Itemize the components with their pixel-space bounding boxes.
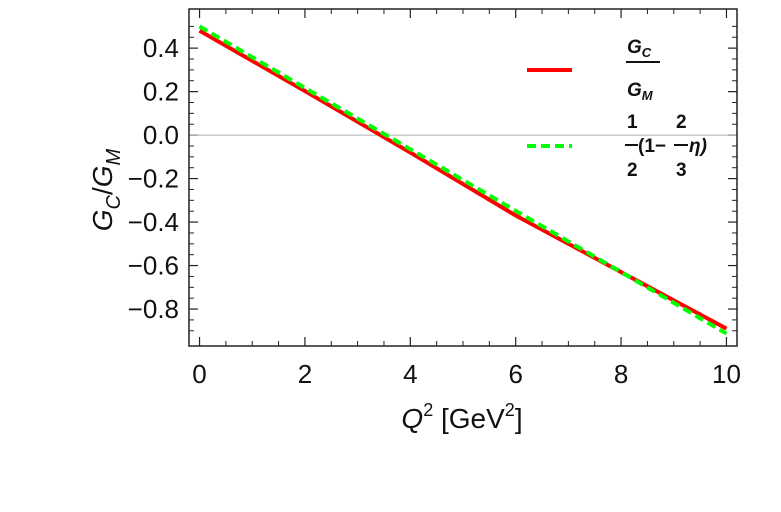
x-tick-label: 10	[712, 359, 741, 389]
legend-label-approx-frac2-den: 3	[676, 160, 687, 181]
legend-label-ratio-denominator: GM	[627, 80, 654, 103]
y-tick-label: −0.6	[128, 251, 179, 281]
ticks-layer: 0 2 4 6 8 10 0.4 0.2 0.0 −0.2 −0.4 −0.6 −0.8	[128, 9, 741, 389]
series-line-approx	[198, 24, 728, 336]
series-layer	[198, 24, 728, 336]
y-axis-label: GC/GM	[87, 148, 125, 231]
x-tick-label: 4	[403, 359, 417, 389]
y-tick-label: 0.4	[143, 33, 179, 63]
legend-label-approx-frac2-num: 2	[676, 112, 687, 133]
y-tick-label: 0.2	[143, 77, 179, 107]
y-tick-label: −0.2	[128, 164, 179, 194]
x-tick-label: 2	[298, 359, 312, 389]
y-tick-label: −0.4	[128, 207, 179, 237]
legend-label-approx-frac1-den: 2	[627, 160, 638, 181]
series-line-gc-gm	[198, 28, 728, 331]
y-tick-label: −0.8	[128, 294, 179, 324]
x-tick-label: 0	[192, 359, 206, 389]
y-tick-label: 0.0	[143, 120, 179, 150]
legend-label-ratio-numerator: GC	[627, 37, 652, 60]
x-tick-label: 6	[508, 359, 522, 389]
legend-label-approx-mid: (1−	[638, 136, 666, 157]
legend: GC GM 1 2 (1− 2 3 η)	[527, 37, 707, 181]
legend-label-approx-tail: η)	[689, 136, 707, 157]
x-tick-label: 8	[614, 359, 628, 389]
plot-frame	[188, 8, 738, 347]
x-axis-label: Q2 [GeV2]	[401, 400, 522, 434]
legend-label-approx-frac1-num: 1	[627, 112, 638, 133]
